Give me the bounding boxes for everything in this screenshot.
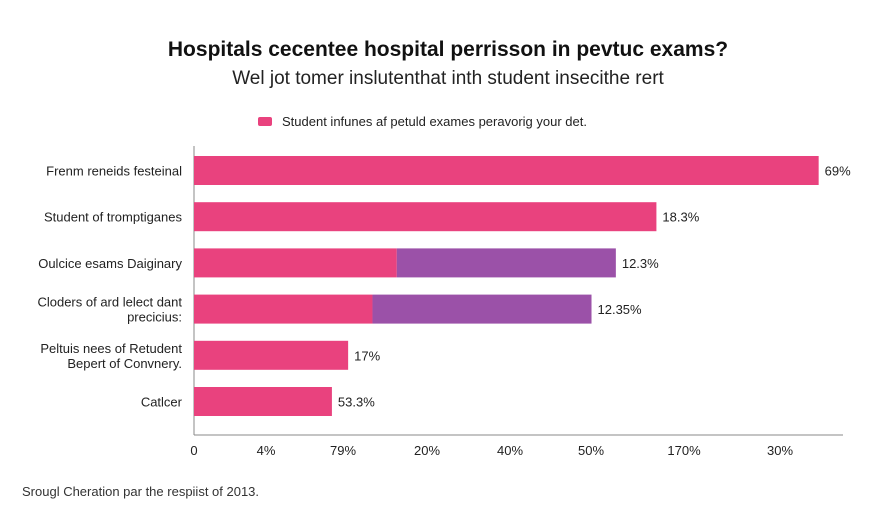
data-label: 18.3% <box>662 210 699 225</box>
data-label: 17% <box>354 348 380 363</box>
bar-secondary <box>372 294 592 324</box>
x-tick-label: 4% <box>257 443 276 458</box>
x-tick-label: 40% <box>497 443 523 458</box>
bar-primary <box>194 248 397 278</box>
data-label: 69% <box>825 164 851 179</box>
legend-label: Student infunes af petuld exames peravor… <box>282 114 587 129</box>
x-tick-label: 0 <box>190 443 197 458</box>
chart-title: Hospitals cecentee hospital perrisson in… <box>167 38 729 61</box>
x-tick-label: 50% <box>578 443 604 458</box>
source-note: Srougl Cheration par the respiist of 201… <box>22 484 260 499</box>
category-label: Catlcer <box>141 395 183 410</box>
bar-primary <box>194 294 373 324</box>
bar-primary <box>194 156 819 185</box>
bar-primary <box>194 202 657 232</box>
bar-secondary <box>396 248 616 278</box>
legend: Student infunes af petuld exames peravor… <box>258 114 587 129</box>
data-label: 12.35% <box>598 302 643 317</box>
category-label: Peltuis nees of Retudent <box>40 341 182 356</box>
category-label: Frenm reneids festeinal <box>46 164 182 179</box>
x-tick-label: 20% <box>414 443 440 458</box>
data-label: 12.3% <box>622 256 659 271</box>
bar-primary <box>194 340 349 370</box>
category-label: precicius: <box>127 310 182 325</box>
chart-subtitle: Wel jot tomer inslutenthat inth student … <box>232 68 664 89</box>
x-tick-label: 79% <box>330 443 356 458</box>
x-tick-label: 30% <box>767 443 793 458</box>
category-label: Cloders of ard lelect dant <box>37 295 182 310</box>
category-label: Student of tromptiganes <box>44 210 183 225</box>
category-label: Bepert of Convnery. <box>67 356 182 371</box>
x-tick-label: 170% <box>667 443 701 458</box>
category-label: Oulcice esams Daiginary <box>38 256 182 271</box>
legend-swatch <box>258 117 272 126</box>
data-label: 53.3% <box>338 395 375 410</box>
bar-primary <box>194 387 332 416</box>
